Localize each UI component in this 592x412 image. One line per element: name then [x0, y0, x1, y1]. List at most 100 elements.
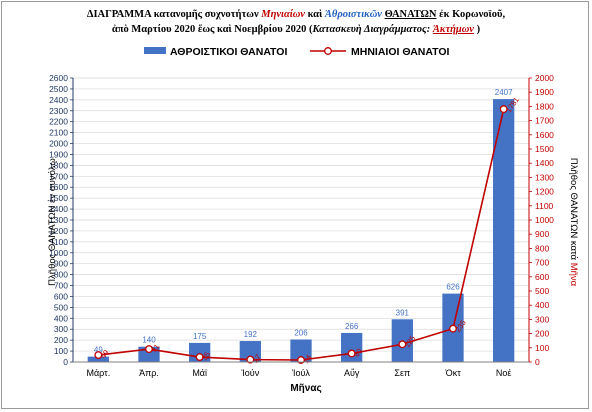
- left-tick-label: 2300: [49, 106, 68, 116]
- legend-bar-swatch: [144, 47, 166, 54]
- x-tick-label: Σεπ: [394, 368, 410, 378]
- right-tick-label: 0: [535, 357, 540, 367]
- line-point: [246, 355, 255, 364]
- left-tick-label: 1100: [50, 237, 69, 247]
- left-tick-label: 1400: [49, 204, 68, 214]
- left-tick-label: 200: [54, 335, 68, 345]
- right-tick-label: 800: [535, 243, 549, 253]
- bar-value-label: 175: [193, 332, 207, 341]
- x-tick-label: Ἀπρ.: [139, 368, 159, 378]
- bar-value-label: 140: [142, 336, 156, 345]
- line-point: [398, 340, 407, 349]
- left-tick-label: 2000: [49, 139, 68, 149]
- title-line-1-part-1: Μηνιαίων: [261, 9, 305, 20]
- right-tick-label: 1400: [535, 158, 554, 168]
- title-line-2-part-3: ): [473, 24, 481, 35]
- left-tick-label: 1300: [49, 215, 68, 225]
- gridlines: [73, 77, 529, 352]
- x-axis-title: Μῆνας: [290, 383, 321, 394]
- bar: [290, 339, 312, 362]
- left-tick-label: 500: [54, 302, 68, 312]
- line-value-label: 17: [251, 353, 263, 365]
- right-tick-label: 1300: [535, 172, 554, 182]
- right-tick-label: 1500: [535, 144, 554, 154]
- left-tick-label: 2500: [49, 84, 68, 94]
- legend-line-label: ΜΗΝΙΑΙΟΙ ΘΑΝΑΤΟΙ: [351, 46, 449, 58]
- right-axis-title-part-0: Πλῆθος ΘΑΝΑΤΩΝ κατά: [568, 158, 579, 263]
- x-tick-label: Ἰούν: [241, 368, 259, 378]
- bar-value-label: 206: [294, 328, 308, 337]
- x-tick-label: Μάϊ: [192, 368, 208, 378]
- right-tick-label: 1100: [535, 201, 554, 211]
- legend-bar-label: ΑΘΡΟΙΣΤΙΚΟΙ ΘΑΝΑΤΟΙ: [170, 46, 287, 58]
- legend: ΑΘΡΟΙΣΤΙΚΟΙ ΘΑΝΑΤΟΙ ΜΗΝΙΑΙΟΙ ΘΑΝΑΤΟΙ: [144, 46, 449, 58]
- left-tick-label: 2100: [49, 128, 68, 138]
- right-tick-label: 2000: [535, 73, 554, 83]
- axes: [72, 78, 530, 363]
- left-tick-label: 1000: [49, 248, 68, 258]
- title-line-1-part-0: ΔΙΑΓΡΑΜΜΑ κατανομῆς συχνοτήτων: [86, 9, 262, 20]
- left-axis-ticks: 0100200300400500600700800900100011001200…: [49, 73, 73, 367]
- x-tick-label: Μάρτ.: [86, 368, 110, 378]
- bar: [87, 356, 109, 362]
- title-line-1-part-6: ἐκ Κορωνοϊοῦ,: [436, 9, 506, 20]
- x-tick-label: Αὔγ: [344, 368, 360, 378]
- title-line-1-part-2: καὶ: [304, 9, 325, 20]
- line-point: [195, 353, 204, 361]
- right-tick-label: 600: [535, 272, 549, 282]
- left-tick-label: 2200: [49, 117, 68, 127]
- bar-value-label: 266: [345, 322, 359, 331]
- right-tick-label: 1700: [535, 116, 554, 126]
- line-value-label: 60: [352, 347, 364, 359]
- left-tick-label: 600: [54, 291, 68, 301]
- bar-value-label: 626: [446, 283, 460, 292]
- line-value-label: 14: [301, 353, 313, 365]
- left-tick-label: 2600: [49, 73, 68, 83]
- line-point: [449, 324, 457, 333]
- legend-line-marker: [324, 47, 332, 55]
- right-tick-label: 300: [535, 314, 549, 324]
- chart-title-line-1: ΔΙΑΓΡΑΜΜΑ κατανομῆς συχνοτήτων Μηνιαίων …: [0, 9, 592, 20]
- left-tick-label: 100: [54, 346, 68, 356]
- right-axis-title: Πλῆθος ΘΑΝΑΤΩΝ κατά Μῆνα: [568, 158, 579, 287]
- bar: [239, 341, 261, 362]
- right-tick-label: 200: [535, 329, 549, 339]
- right-tick-label: 100: [535, 343, 549, 353]
- left-tick-label: 2400: [49, 95, 68, 105]
- left-tick-label: 1900: [49, 149, 68, 159]
- line-value-label: 49: [99, 348, 111, 360]
- left-tick-label: 1600: [49, 182, 68, 192]
- left-tick-label: 800: [54, 270, 68, 280]
- line-value-label: 91: [149, 342, 161, 354]
- x-tick-label: Ἰούλ: [292, 368, 310, 378]
- left-tick-label: 1800: [49, 160, 68, 170]
- x-tick-label: Νοέ: [496, 368, 512, 378]
- right-tick-label: 1900: [535, 87, 554, 97]
- left-tick-label: 300: [54, 324, 68, 334]
- left-tick-label: 1500: [49, 193, 68, 203]
- right-tick-label: 1000: [535, 215, 554, 225]
- right-tick-label: 400: [535, 300, 549, 310]
- bar-value-label: 49: [94, 346, 103, 355]
- bar: [493, 99, 515, 362]
- line-point: [145, 345, 153, 354]
- title-line-1-part-5: ΘΑΝΑΤΩΝ: [384, 9, 437, 20]
- x-axis-categories: Μάρτ. Ἀπρ. Μάϊ Ἰούν Ἰούλ Αὔγ Σεπ Ὀκτ Νοέ: [86, 368, 511, 378]
- title-line-1-part-3: Ἀθροιστικῶν: [324, 9, 382, 20]
- left-tick-label: 1200: [49, 226, 68, 236]
- left-tick-label: 400: [54, 313, 68, 323]
- right-axis-title-part-1: Μῆνα: [568, 263, 579, 287]
- title-line-2-part-0: ἀπὸ Μαρτίου 2020 ἕως καὶ Νοεμβρίου 2020 …: [111, 24, 313, 35]
- right-tick-label: 1200: [535, 187, 554, 197]
- bar-value-label: 192: [244, 330, 258, 339]
- left-tick-label: 0: [63, 357, 68, 367]
- left-tick-label: 900: [54, 259, 68, 269]
- right-tick-label: 500: [535, 286, 549, 296]
- line-point: [94, 351, 103, 359]
- right-tick-label: 700: [535, 258, 549, 268]
- right-tick-label: 1800: [535, 101, 554, 111]
- left-tick-label: 1700: [49, 171, 68, 181]
- bar-value-label: 2407: [495, 88, 513, 97]
